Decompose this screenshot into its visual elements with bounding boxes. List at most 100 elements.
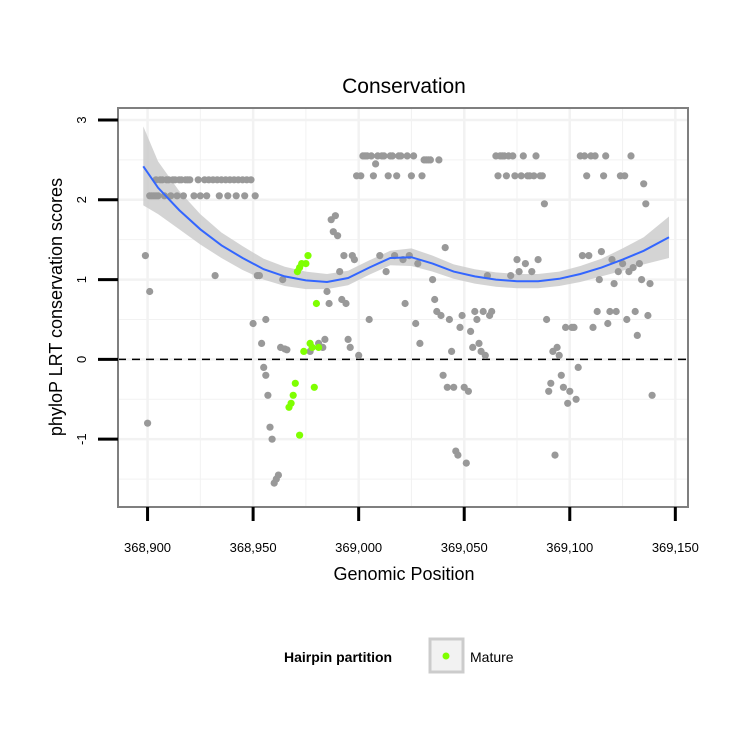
data-point (412, 319, 420, 328)
data-point (144, 419, 152, 427)
data-point (249, 319, 257, 328)
data-point (507, 272, 515, 280)
data-point (141, 252, 149, 260)
data-point (203, 192, 211, 200)
data-point (627, 152, 635, 160)
data-point (610, 280, 618, 288)
y-tick-label: 3 (74, 116, 89, 123)
data-point (410, 152, 418, 160)
legend-key-mature (442, 652, 450, 660)
data-point (583, 172, 591, 180)
data-point (642, 200, 650, 208)
x-tick-label: 369,050 (441, 540, 488, 555)
data-point (621, 172, 629, 180)
data-point (456, 323, 464, 331)
data-point (190, 192, 198, 200)
data-point (591, 152, 599, 160)
data-point (547, 379, 555, 387)
data-point (367, 152, 375, 160)
data-point (173, 192, 181, 200)
data-point (154, 192, 162, 200)
data-point (441, 244, 449, 252)
legend-label-mature: Mature (470, 649, 514, 665)
data-point (372, 160, 380, 168)
x-axis: 368,900 368,950 369,000 369,050 369,100 369,1… (124, 507, 699, 555)
data-point (431, 295, 439, 304)
y-tick-label: -1 (74, 433, 89, 445)
data-points (141, 152, 656, 487)
y-tick-label: 2 (74, 196, 89, 203)
data-point (540, 200, 549, 208)
data-point (357, 172, 365, 180)
plot-panel (118, 108, 688, 507)
data-point (325, 299, 333, 308)
mature-point (300, 347, 308, 355)
data-point (262, 315, 270, 324)
data-point (612, 307, 620, 316)
data-point (194, 176, 202, 184)
data-point (443, 383, 451, 391)
x-tick-label: 368,900 (124, 540, 171, 555)
data-point (488, 307, 496, 316)
legend: Hairpin partition Mature (284, 637, 514, 674)
mature-point (308, 343, 316, 351)
data-point (403, 152, 411, 160)
data-point (258, 339, 266, 347)
data-point (479, 307, 487, 316)
data-point (146, 287, 154, 296)
x-tick-label: 369,000 (335, 540, 382, 555)
data-point (450, 383, 458, 391)
data-point (595, 276, 603, 284)
data-point (264, 391, 272, 399)
data-point (566, 387, 574, 395)
data-point (384, 172, 392, 180)
data-point (340, 252, 348, 260)
data-point (251, 192, 259, 200)
data-point (534, 256, 542, 264)
data-point (519, 152, 527, 160)
data-point (574, 363, 582, 371)
data-point (570, 323, 578, 331)
data-point (593, 307, 601, 316)
mature-point (296, 431, 304, 439)
data-point (426, 156, 434, 164)
data-point (515, 268, 523, 276)
data-point (557, 371, 565, 379)
data-point (644, 311, 652, 320)
data-point (274, 471, 282, 479)
data-point (376, 252, 384, 260)
data-point (606, 307, 614, 316)
y-tick-label: 0 (74, 356, 89, 363)
y-axis: -1 0 1 2 3 (74, 116, 118, 445)
data-point (555, 351, 563, 359)
data-point (224, 192, 232, 200)
data-point (454, 451, 462, 459)
data-point (437, 311, 445, 320)
loess-smooth-line (142, 165, 670, 284)
data-point (418, 172, 426, 180)
data-point (559, 383, 568, 391)
data-point (562, 323, 570, 331)
x-tick-label: 369,150 (652, 540, 699, 555)
data-point (469, 343, 477, 351)
data-point (445, 315, 453, 324)
data-point (186, 176, 194, 184)
chart-title: Conservation (342, 75, 466, 98)
data-point (481, 351, 489, 359)
data-point (365, 315, 373, 324)
x-tick-label: 368,950 (230, 540, 277, 555)
data-point (241, 192, 249, 200)
data-point (414, 260, 422, 268)
data-point (589, 323, 597, 331)
data-point (517, 172, 525, 180)
data-point (521, 260, 530, 268)
data-point (380, 152, 388, 160)
data-point (344, 335, 352, 343)
data-point (608, 256, 616, 264)
data-point (635, 260, 644, 268)
data-point (393, 172, 401, 180)
data-point (502, 172, 510, 180)
data-point (331, 212, 339, 220)
data-point (494, 172, 502, 180)
